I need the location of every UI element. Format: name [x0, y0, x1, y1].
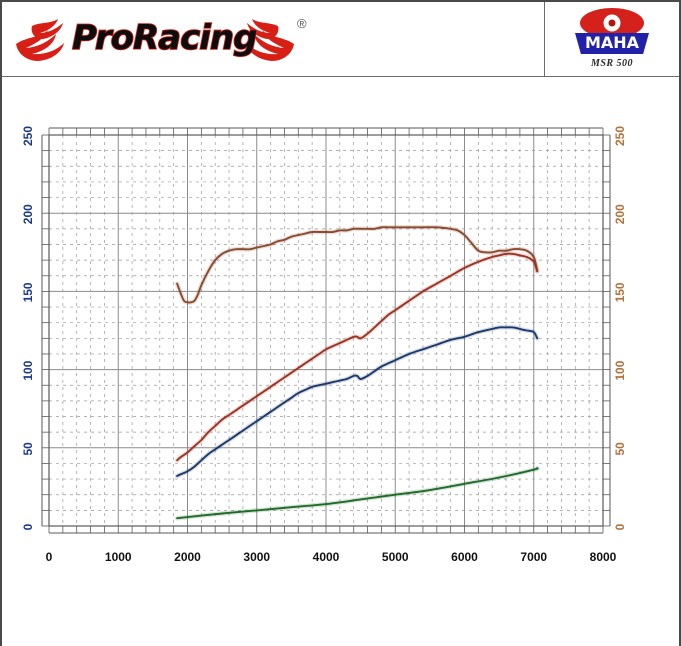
proracing-logo: ProRacing ® [14, 10, 307, 68]
curve-drag-loss [176, 467, 539, 520]
x-axis-tick-label: 0 [46, 550, 53, 564]
y-axis-right-tick-label: 150 [613, 282, 627, 302]
x-axis-tick-label: 2000 [174, 550, 201, 564]
device-model-label: MSR 500 [590, 58, 634, 69]
dyno-chart: 0 50 100 150 200 250 0 50 100 150 200 250 0 1000 2000 3… [21, 126, 627, 564]
y-axis-left-tick-label: 150 [21, 282, 35, 302]
report-header: ProRacing ® MAHA MSR 500 [2, 2, 679, 77]
y-axis-left-tick-label: 100 [21, 360, 35, 380]
registered-trademark-icon: ® [297, 16, 307, 31]
y-axis-left-tick-label: 50 [21, 442, 35, 456]
brand-cell: ProRacing ® [2, 2, 545, 76]
x-axis-tick-label: 7000 [520, 550, 547, 564]
maha-wordmark: MAHA [575, 31, 649, 55]
curve-power-engine- [176, 252, 539, 462]
x-axis-tick-label: 4000 [313, 550, 340, 564]
y-axis-right-tick-label: 100 [613, 360, 627, 380]
flame-graphic-right [246, 19, 294, 61]
y-axis-right-tick-label: 0 [613, 523, 627, 530]
device-logo-cell: MAHA MSR 500 [545, 2, 679, 76]
x-axis-tick-label: 8000 [590, 550, 617, 564]
chart-area: 0 50 100 150 200 250 0 50 100 150 200 250 0 1000 2000 3… [2, 77, 679, 646]
curve-torque [176, 226, 539, 304]
y-axis-left-tick-label: 0 [21, 523, 35, 530]
y-axis-left-tick-label: 200 [21, 204, 35, 224]
x-axis-tick-label: 6000 [451, 550, 478, 564]
flame-graphic-left [16, 19, 64, 61]
maha-logo: MAHA MSR 500 [567, 8, 657, 69]
x-axis-tick-label: 5000 [382, 550, 409, 564]
y-axis-left-tick-label: 250 [21, 126, 35, 146]
x-axis-tick-label: 1000 [105, 550, 132, 564]
y-axis-right-tick-label: 200 [613, 204, 627, 224]
y-axis-right-tick-label: 250 [613, 126, 627, 146]
brand-name: ProRacing [71, 17, 258, 59]
curve-power-wheels- [176, 326, 539, 477]
maha-letters: MAHA [584, 33, 640, 52]
x-axis-tick-label: 3000 [243, 550, 270, 564]
y-axis-right-tick-label: 50 [613, 442, 627, 456]
